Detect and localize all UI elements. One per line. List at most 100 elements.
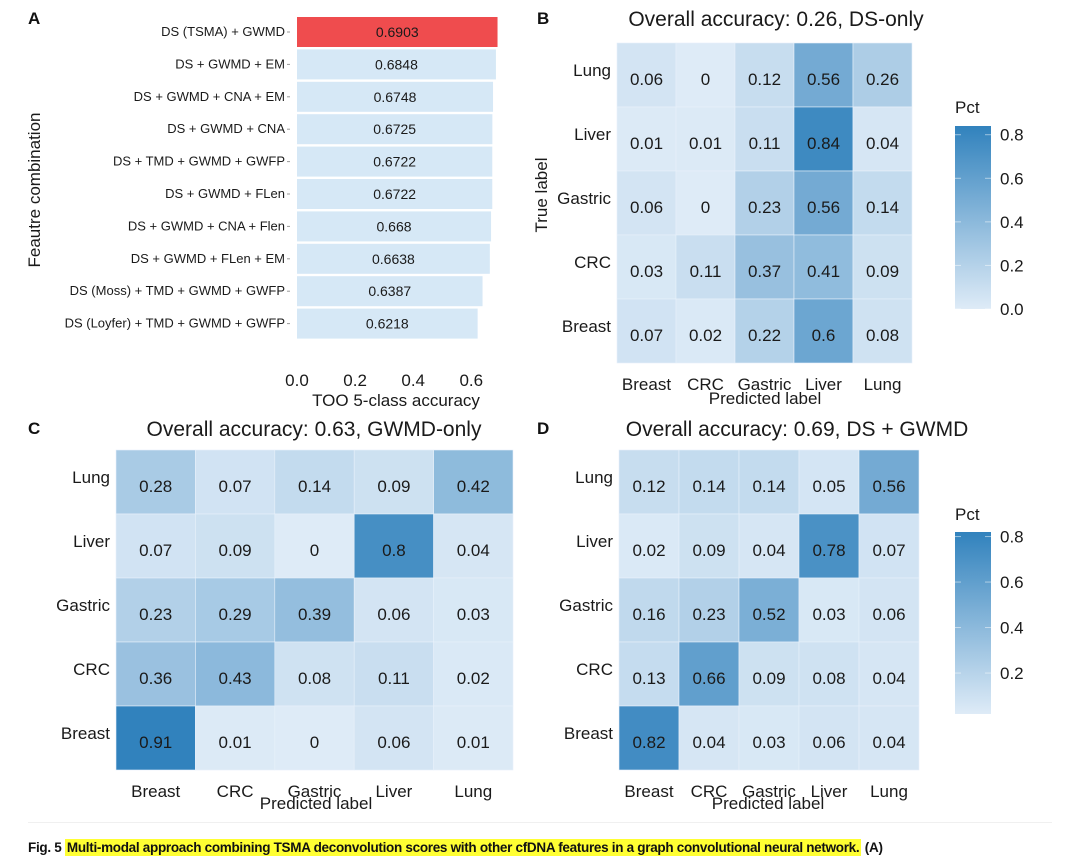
heatmap-cell-value: 0.14 <box>298 477 331 496</box>
y-tick-label: Breast <box>564 724 613 743</box>
heatmap-cell <box>738 513 800 579</box>
heatmap-cell-value: 0.09 <box>219 541 252 560</box>
heatmap-cell-value: 0.09 <box>692 541 725 560</box>
heatmap-cell-value: 0.03 <box>752 733 785 752</box>
heatmap-cell-value: 0 <box>310 733 319 752</box>
panel-a-x-axis-title: TOO 5-class accuracy <box>312 391 480 410</box>
bar-category-label: DS + GWMD + CNA + Flen <box>128 218 285 233</box>
figure-caption-suffix: (A) <box>864 840 883 855</box>
heatmap-cell-value: 0.6 <box>812 326 836 345</box>
heatmap-cell-value: 0.08 <box>866 326 899 345</box>
panel-b-letter: B <box>537 9 549 28</box>
bar-value-label: 0.6848 <box>375 56 418 72</box>
panel-b-y-axis-title: True label <box>532 158 551 233</box>
heatmap-cell-value: 0.29 <box>219 605 252 624</box>
heatmap-cell <box>353 449 434 515</box>
legend-tick-label: 0.4 <box>1000 213 1024 232</box>
heatmap-cell-value: 0.36 <box>139 669 172 688</box>
y-tick-label: Liver <box>73 532 110 551</box>
heatmap-cell-value: 0.08 <box>812 669 845 688</box>
x-tick-label: Breast <box>622 375 671 394</box>
legend-tick-label: 0.8 <box>1000 528 1024 547</box>
heatmap-cell-value: 0 <box>701 198 710 217</box>
panel-d-x-axis-title: Predicted label <box>712 794 824 813</box>
heatmap-cell-value: 0.02 <box>689 326 722 345</box>
heatmap-cell-value: 0.06 <box>630 70 663 89</box>
heatmap-cell-value: 0.06 <box>630 198 663 217</box>
panel-c-heatmap: C Overall accuracy: 0.63, GWMD-only 0.28… <box>28 418 514 813</box>
y-tick-label: Lung <box>573 61 611 80</box>
heatmap-cell-value: 0 <box>701 70 710 89</box>
heatmap-cell-value: 0.28 <box>139 477 172 496</box>
heatmap-cell-value: 0.04 <box>457 541 490 560</box>
x-tick-label: Lung <box>870 782 908 801</box>
heatmap-cell-value: 0.14 <box>692 477 725 496</box>
x-tick-label: Gastric <box>742 782 796 801</box>
bar-category-label: DS + GWMD + FLen <box>165 186 285 201</box>
heatmap-cell-value: 0.04 <box>866 134 899 153</box>
heatmap-cell-value: 0.09 <box>866 262 899 281</box>
heatmap-cell <box>274 577 355 643</box>
heatmap-cell-value: 0.91 <box>139 733 172 752</box>
heatmap-cell <box>738 705 800 771</box>
bar-category-label: DS + GWMD + EM <box>175 56 285 71</box>
heatmap-cell-value: 0.23 <box>139 605 172 624</box>
heatmap-cell-value: 0.52 <box>752 605 785 624</box>
heatmap-cell <box>798 705 860 771</box>
heatmap-cell <box>274 513 355 579</box>
legend-colorbar <box>955 126 991 309</box>
y-tick-label: CRC <box>73 660 110 679</box>
heatmap-cell-value: 0.11 <box>749 134 781 153</box>
heatmap-cell <box>618 513 680 579</box>
heatmap-cell-value: 0.09 <box>752 669 785 688</box>
heatmap-cell-value: 0.22 <box>748 326 781 345</box>
heatmap-cell-value: 0.06 <box>812 733 845 752</box>
legend-tick-label: 0.0 <box>1000 300 1024 319</box>
heatmap-cell-value: 0.37 <box>748 262 781 281</box>
heatmap-cell-value: 0.43 <box>219 669 252 688</box>
legend-tick-label: 0.6 <box>1000 169 1024 188</box>
bar-category-label: DS + GWMD + CNA + EM <box>134 89 285 104</box>
y-tick-label: Lung <box>575 468 613 487</box>
heatmap-cell <box>793 234 854 300</box>
y-tick-label: CRC <box>574 253 611 272</box>
heatmap-cell <box>798 577 860 643</box>
heatmap-cell <box>675 234 736 300</box>
heatmap-cell-value: 0.11 <box>690 262 722 281</box>
heatmap-cell <box>616 234 677 300</box>
y-tick-label: Lung <box>72 468 110 487</box>
heatmap-cell <box>734 170 795 236</box>
heatmap-cell-value: 0.01 <box>219 733 252 752</box>
bar-value-label: 0.6638 <box>372 251 415 267</box>
heatmap-cell <box>678 705 740 771</box>
heatmap-cell <box>734 298 795 364</box>
figure-caption-label: Fig. 5 <box>28 840 62 855</box>
heatmap-cell <box>274 641 355 707</box>
heatmap-cell <box>852 106 913 172</box>
heatmap-cell <box>798 449 860 515</box>
heatmap-cell-value: 0.23 <box>692 605 725 624</box>
heatmap-cell <box>433 449 514 515</box>
heatmap-cell-value: 0.82 <box>632 733 665 752</box>
x-tick-label: Gastric <box>738 375 792 394</box>
x-tick-label: CRC <box>687 375 724 394</box>
heatmap-cell-value: 0 <box>310 541 319 560</box>
heatmap-cell <box>678 449 740 515</box>
panel-b-x-axis-title: Predicted label <box>709 389 821 408</box>
heatmap-cell-value: 0.16 <box>632 605 665 624</box>
heatmap-cell <box>675 42 736 108</box>
heatmap-cell <box>616 298 677 364</box>
bar-value-label: 0.6218 <box>366 316 409 332</box>
legend-tick-label: 0.2 <box>1000 256 1024 275</box>
heatmap-cell-value: 0.8 <box>382 541 406 560</box>
heatmap-cell <box>858 513 920 579</box>
heatmap-cell <box>858 449 920 515</box>
heatmap-cell-value: 0.07 <box>219 477 252 496</box>
heatmap-cell-value: 0.05 <box>812 477 845 496</box>
y-tick-label: Liver <box>574 125 611 144</box>
heatmap-cell <box>115 705 196 771</box>
heatmap-cell <box>433 513 514 579</box>
heatmap-cell-value: 0.39 <box>298 605 331 624</box>
heatmap-cell <box>115 577 196 643</box>
heatmap-cell-value: 0.03 <box>812 605 845 624</box>
